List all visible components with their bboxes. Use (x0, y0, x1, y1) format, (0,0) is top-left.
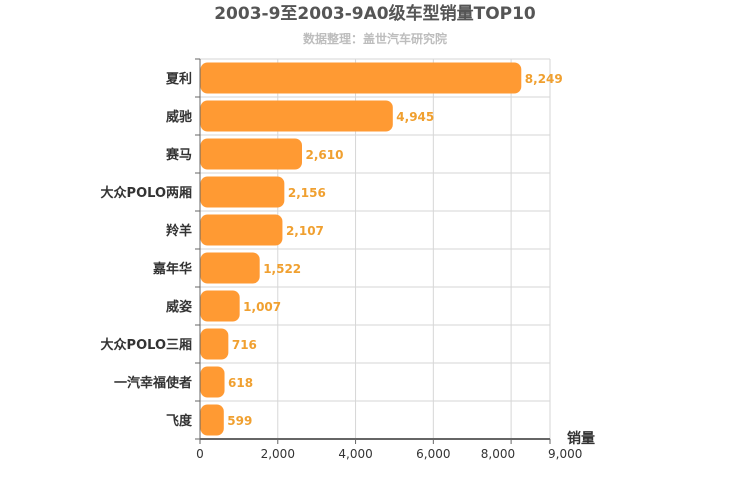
x-tick-label: 2,000 (261, 447, 295, 461)
bar (200, 62, 522, 94)
value-label: 618 (228, 376, 253, 390)
x-tick-label: 9,000 (548, 447, 582, 461)
x-tick-labels: 0 2,000 4,000 6,000 8,000 9,000 (196, 447, 582, 461)
bar (200, 138, 302, 170)
category-label: 一汽幸福使者 (114, 375, 192, 391)
category-label: 大众POLO两厢 (101, 185, 192, 201)
bar (200, 252, 260, 284)
category-label: 飞度 (166, 413, 193, 429)
bar (200, 214, 283, 246)
value-label: 2,107 (286, 224, 324, 238)
x-tick-label: 6,000 (416, 447, 450, 461)
value-label: 1,522 (263, 262, 301, 276)
category-label: 赛马 (165, 147, 192, 163)
category-label: 威驰 (166, 109, 192, 125)
chart-title: 2003-9至2003-9A0级车型销量TOP10 (214, 3, 536, 24)
gridlines (200, 58, 551, 440)
category-label: 嘉年华 (152, 261, 192, 277)
value-label: 8,249 (525, 72, 563, 86)
value-label: 716 (232, 338, 257, 352)
category-label: 羚羊 (166, 223, 192, 239)
value-label: 2,610 (306, 148, 344, 162)
bar (200, 366, 225, 398)
bars (200, 62, 522, 436)
x-axis-title: 销量 (567, 430, 595, 447)
value-label: 2,156 (288, 186, 326, 200)
axes (195, 58, 551, 444)
value-label: 4,945 (396, 110, 434, 124)
chart-subtitle: 数据整理：盖世汽车研究院 (303, 31, 447, 46)
value-label: 1,007 (243, 300, 281, 314)
x-tick-label: 8,000 (481, 447, 515, 461)
category-label: 夏利 (165, 71, 192, 87)
category-label: 威姿 (166, 299, 192, 315)
bar (200, 290, 240, 322)
bar (200, 404, 224, 436)
value-label: 599 (227, 414, 252, 428)
value-labels: 8,249 4,945 2,610 2,156 2,107 1,522 1,007 716 61… (227, 72, 562, 428)
bar (200, 328, 229, 360)
bar (200, 100, 393, 132)
x-tick-label: 4,000 (338, 447, 372, 461)
bar (200, 176, 285, 208)
category-label: 大众POLO三厢 (101, 337, 192, 353)
x-tick-label: 0 (196, 447, 204, 461)
